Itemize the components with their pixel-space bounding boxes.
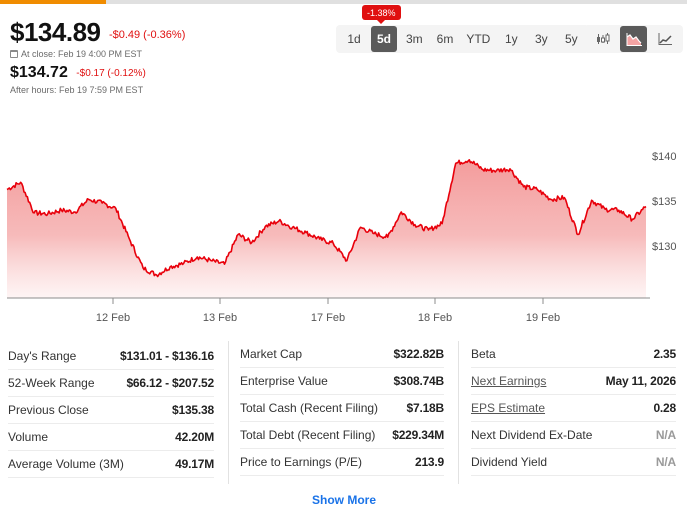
stat-row-eps-estimate: EPS Estimate 0.28 (471, 395, 676, 422)
stat-label: Previous Close (8, 403, 89, 417)
stat-value: N/A (655, 455, 676, 469)
range-change-tooltip: -1.38% (362, 5, 401, 24)
current-price: $134.89 (10, 17, 101, 47)
stat-label: Beta (471, 347, 496, 361)
stat-row-enterprise-value: Enterprise Value $308.74B (240, 368, 444, 395)
stat-value: $135.38 (172, 403, 214, 417)
stat-value: 0.28 (653, 401, 676, 415)
stat-value: May 11, 2026 (605, 374, 677, 388)
stat-value: 42.20M (175, 430, 214, 444)
price-chart[interactable] (0, 120, 687, 335)
time-range-selector: 1d 5d 3m 6m YTD 1y 3y 5y (336, 25, 590, 53)
range-3y-button[interactable]: 3y (535, 32, 548, 46)
stat-row-days-range: Day's Range $131.01 - $136.16 (8, 343, 214, 370)
stat-row-previous-close: Previous Close $135.38 (8, 397, 214, 424)
stat-value: $131.01 - $136.16 (119, 349, 214, 363)
next-earnings-link[interactable]: Next Earnings (471, 374, 547, 388)
eps-estimate-link[interactable]: EPS Estimate (471, 401, 546, 415)
stat-label: Dividend Yield (471, 455, 548, 469)
stat-row-total-debt: Total Debt (Recent Filing) $229.34M (240, 422, 444, 449)
stat-value: N/A (655, 428, 676, 442)
stat-label: Enterprise Value (240, 374, 328, 388)
price-line (6, 159, 647, 278)
stat-value: $322.82B (393, 347, 445, 361)
x-axis-label-18feb: 18 Feb (417, 312, 453, 324)
stat-row-52-week-range: 52-Week Range $66.12 - $207.52 (8, 370, 214, 397)
stat-row-volume: Volume 42.20M (8, 424, 214, 451)
stat-label: Average Volume (3M) (8, 457, 124, 471)
stat-value: 2.35 (653, 347, 676, 361)
stat-row-dividend-yield: Dividend Yield N/A (471, 449, 676, 476)
progress-fill (0, 0, 106, 4)
stats-column-earnings: Beta 2.35 Next Earnings May 11, 2026 EPS E… (471, 341, 676, 476)
stat-row-dividend-ex-date: Next Dividend Ex-Date N/A (471, 422, 676, 449)
chart-type-selector (584, 25, 683, 53)
range-ytd-button[interactable]: YTD (466, 32, 491, 46)
x-axis-label-17feb: 17 Feb (310, 312, 346, 324)
stat-label: Total Debt (Recent Filing) (240, 428, 376, 442)
price-area-chart[interactable] (0, 120, 687, 335)
stat-value: 213.9 (414, 455, 444, 469)
show-more-button[interactable]: Show More (312, 493, 377, 507)
calendar-icon (10, 50, 18, 58)
stat-label: 52-Week Range (8, 376, 95, 390)
range-5d-button[interactable]: 5d (371, 26, 397, 52)
stat-value: $66.12 - $207.52 (126, 376, 214, 390)
range-6m-button[interactable]: 6m (436, 32, 454, 46)
close-timestamp: At close: Feb 19 4:00 PM EST (21, 49, 143, 59)
line-chart-icon (658, 33, 672, 45)
stat-label: Next Dividend Ex-Date (471, 428, 593, 442)
range-5y-button[interactable]: 5y (565, 32, 578, 46)
page-progress-bar (0, 0, 687, 4)
stats-column-valuation: Market Cap $322.82B Enterprise Value $308.… (240, 341, 444, 476)
x-axis-label-12feb: 12 Feb (95, 312, 131, 324)
stat-value: $308.74B (393, 374, 445, 388)
y-axis-label-130: $130 (652, 241, 677, 253)
x-axis-label-19feb: 19 Feb (525, 312, 561, 324)
after-hours-change: -$0.17 (-0.12%) (76, 68, 146, 79)
stat-row-beta: Beta 2.35 (471, 341, 676, 368)
price-change: -$0.49 (-0.36%) (108, 29, 186, 41)
mountain-chart-button[interactable] (620, 26, 647, 52)
column-divider (228, 341, 229, 484)
stats-column-trading: Day's Range $131.01 - $136.16 52-Week Ran… (8, 341, 214, 478)
after-hours-price: $134.72 (10, 64, 68, 81)
stat-row-market-cap: Market Cap $322.82B (240, 341, 444, 368)
stat-row-next-earnings: Next Earnings May 11, 2026 (471, 368, 676, 395)
range-1d-button[interactable]: 1d (347, 32, 361, 46)
stat-value: 49.17M (175, 457, 214, 471)
candlestick-chart-button[interactable] (589, 26, 616, 52)
y-axis-label-140: $140 (652, 151, 677, 163)
stat-label: Day's Range (8, 349, 77, 363)
mountain-chart-icon (626, 32, 642, 46)
stat-row-average-volume: Average Volume (3M) 49.17M (8, 451, 214, 478)
range-3m-button[interactable]: 3m (406, 32, 423, 46)
stat-value: $7.18B (406, 401, 445, 415)
candlestick-icon (596, 33, 609, 44)
stat-label: Volume (8, 430, 49, 444)
price-area-fill (7, 159, 646, 298)
stat-label: Price to Earnings (P/E) (240, 455, 363, 469)
column-divider (458, 341, 459, 484)
range-1y-button[interactable]: 1y (505, 32, 518, 46)
line-chart-button[interactable] (651, 26, 678, 52)
stat-row-total-cash: Total Cash (Recent Filing) $7.18B (240, 395, 444, 422)
y-axis-label-135: $135 (652, 196, 677, 208)
stat-value: $229.34M (392, 428, 444, 442)
stat-label: Market Cap (240, 347, 303, 361)
quote-header: $134.89 -$0.49 (-0.36%) At close: Feb 19… (10, 17, 185, 95)
after-hours-timestamp: After hours: Feb 19 7:59 PM EST (10, 85, 144, 95)
stat-label: Total Cash (Recent Filing) (240, 401, 379, 415)
stat-row-pe-ratio: Price to Earnings (P/E) 213.9 (240, 449, 444, 476)
x-axis-label-13feb: 13 Feb (202, 312, 238, 324)
